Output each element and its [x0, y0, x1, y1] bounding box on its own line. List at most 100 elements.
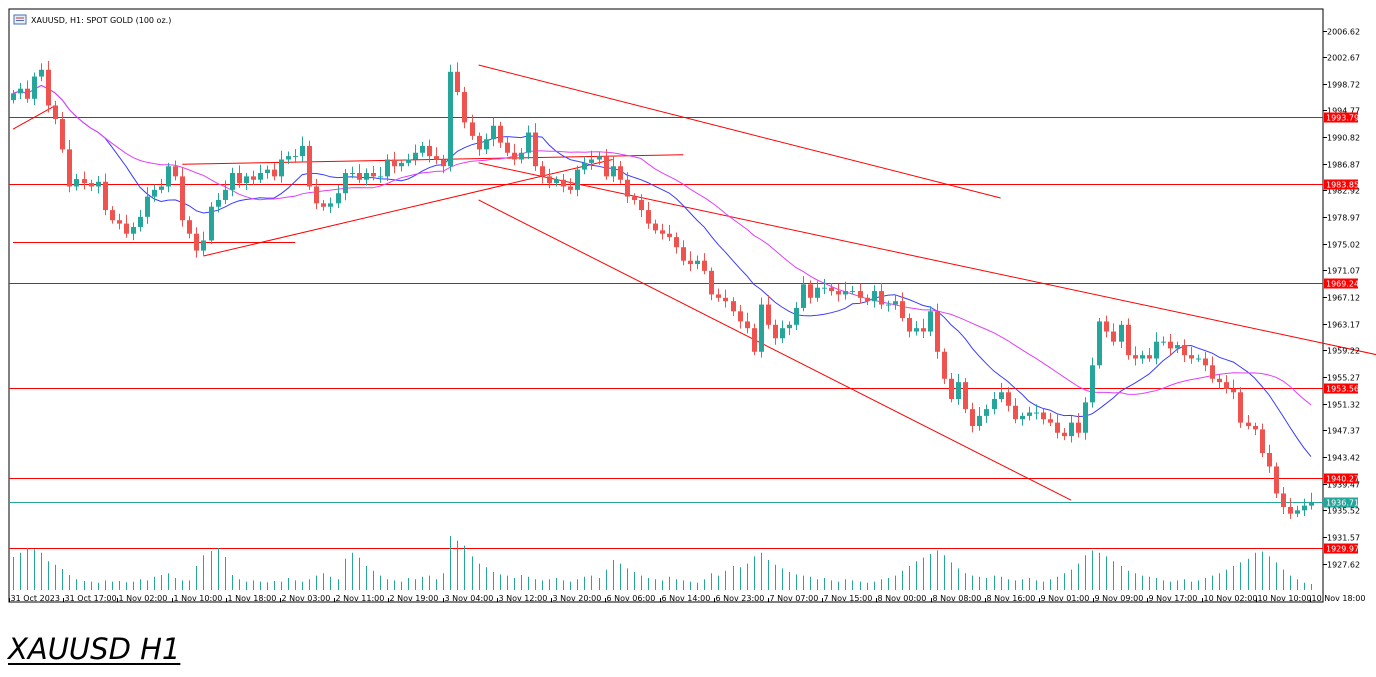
candle-body — [794, 307, 799, 325]
candle-body — [568, 186, 573, 190]
candle-body — [74, 179, 79, 187]
candle-body — [39, 69, 44, 77]
candle-body — [244, 176, 249, 184]
candle-body — [491, 125, 496, 140]
candle-body — [526, 132, 531, 153]
candle-body — [89, 183, 94, 187]
candle-body — [992, 399, 997, 410]
level-price-tag-bg — [1324, 543, 1358, 554]
candle-body — [434, 156, 439, 160]
y-tick-label: 1959.22 — [1327, 347, 1360, 356]
candle-body — [886, 304, 891, 306]
candle-body — [1182, 345, 1187, 356]
level-price-tag: 1983.85 — [1326, 181, 1359, 190]
candle-body — [836, 291, 841, 295]
candle-body — [942, 351, 947, 379]
candle-body — [738, 311, 743, 322]
candle-body — [1140, 355, 1145, 359]
x-tick-label: 3 Nov 12:00 — [499, 594, 548, 603]
candle-body — [25, 88, 30, 99]
candle-body — [949, 378, 954, 400]
x-tick-label: 9 Nov 01:00 — [1041, 594, 1090, 603]
candle-body — [1295, 510, 1300, 514]
y-tick-label: 2002.67 — [1327, 54, 1360, 63]
candle-body — [1267, 452, 1272, 467]
y-tick-label: 1978.97 — [1327, 214, 1360, 223]
candle-body — [554, 179, 559, 184]
chart-header: XAUUSD, H1: SPOT GOLD (100 oz.) — [13, 14, 171, 25]
candle-body — [194, 233, 199, 251]
candle-body — [1097, 321, 1102, 366]
candle-body — [166, 166, 171, 187]
candle-body — [512, 152, 517, 160]
candle-body — [272, 169, 277, 177]
candle-body — [138, 216, 143, 227]
x-tick-label: 9 Nov 09:00 — [1095, 594, 1144, 603]
candle-body — [1027, 412, 1032, 416]
x-tick-label: 6 Nov 23:00 — [716, 594, 765, 603]
candle-body — [420, 146, 425, 153]
candle-body — [1119, 324, 1124, 342]
candle-body — [145, 196, 150, 217]
candle-body — [1055, 422, 1060, 433]
candle-body — [773, 324, 778, 339]
candle-body — [766, 304, 771, 325]
trendline — [478, 199, 1072, 501]
candle-body — [1083, 402, 1088, 433]
candle-body — [1238, 392, 1243, 423]
candle-body — [216, 199, 221, 207]
y-tick-label: 1947.37 — [1327, 427, 1360, 436]
candle-body — [1126, 324, 1131, 356]
candle-body — [1196, 358, 1201, 360]
candle-body — [604, 156, 609, 177]
y-tick-label: 1963.17 — [1327, 321, 1360, 330]
candle-body — [540, 166, 545, 177]
candle-body — [498, 125, 503, 143]
candle-body — [462, 92, 467, 123]
x-tick-label: 2 Nov 19:00 — [390, 594, 439, 603]
y-tick-label: 1998.72 — [1327, 81, 1360, 90]
price-chart: 2006.62 2002.67 1998.72 1994.77 1990.82 1986.… — [8, 8, 1376, 603]
volume-layer — [13, 536, 1312, 590]
candle-body — [1133, 355, 1138, 359]
candle-body — [173, 166, 178, 177]
candle-body — [1224, 382, 1229, 389]
level-price-tag: 1929.97 — [1326, 545, 1359, 554]
x-tick-label: 6 Nov 14:00 — [662, 594, 711, 603]
y-tick-label: 1967.12 — [1327, 294, 1360, 303]
candle-body — [731, 301, 736, 312]
candle-body — [441, 159, 446, 167]
x-tick-label: 9 Nov 17:00 — [1149, 594, 1198, 603]
candle-body — [561, 179, 566, 187]
x-tick-label: 3 Nov 20:00 — [553, 594, 602, 603]
candle-body — [963, 382, 968, 410]
candle-body — [343, 172, 348, 194]
candle-body — [406, 159, 411, 163]
candle-body — [716, 294, 721, 298]
candle-body — [632, 196, 637, 200]
candle-body — [96, 181, 101, 187]
candle-body — [1034, 412, 1039, 414]
candle-body — [1203, 358, 1208, 366]
y-tick-label: 1971.07 — [1327, 267, 1360, 276]
candle-body — [597, 156, 602, 160]
candle-body — [223, 189, 228, 200]
y-axis: 2006.62 2002.67 1998.72 1994.77 1990.82 1986.… — [1323, 28, 1360, 570]
candle-body — [364, 172, 369, 180]
x-tick-label: 10 Nov 10:00 — [1258, 594, 1312, 603]
candle-body — [1013, 405, 1018, 420]
candle-body — [470, 122, 475, 136]
candle-body — [67, 149, 72, 187]
candle-body — [265, 169, 270, 173]
candle-body — [582, 162, 587, 170]
candle-body — [1154, 341, 1159, 359]
y-tick-label: 1955.27 — [1327, 374, 1360, 383]
candle-body — [1217, 378, 1222, 383]
x-tick-label: 2 Nov 03:00 — [282, 594, 331, 603]
trendline — [478, 162, 1376, 356]
candle-body — [32, 76, 37, 99]
y-tick-label: 1939.47 — [1327, 481, 1360, 490]
x-tick-label: 3 Nov 04:00 — [445, 594, 494, 603]
candle-body — [611, 166, 616, 177]
level-price-tag: 1993.79 — [1326, 114, 1359, 123]
